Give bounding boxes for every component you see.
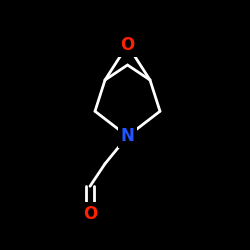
Text: O: O — [120, 36, 134, 54]
Text: O: O — [83, 205, 97, 223]
Text: N: N — [120, 127, 134, 145]
